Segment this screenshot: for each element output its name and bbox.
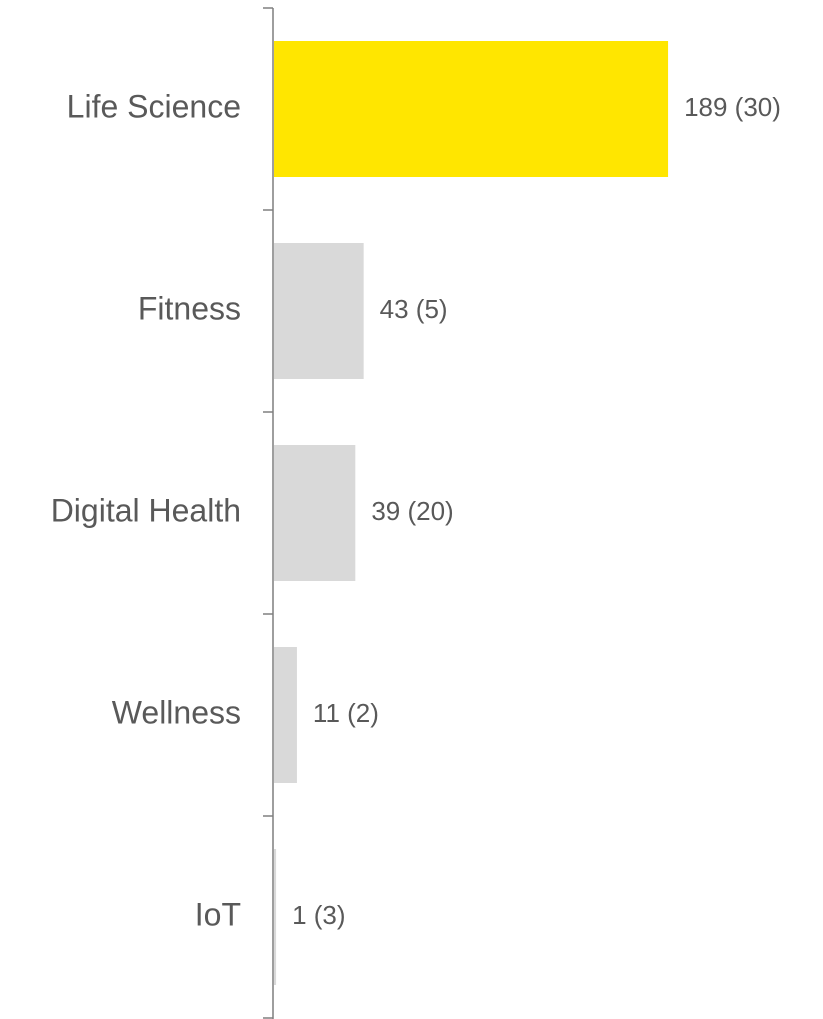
category-label: Life Science xyxy=(67,88,241,124)
value-label: 43 (5) xyxy=(380,294,448,324)
bar xyxy=(274,849,277,985)
bar xyxy=(274,243,364,379)
value-label: 39 (20) xyxy=(371,496,453,526)
category-label: Wellness xyxy=(112,694,241,730)
value-label: 189 (30) xyxy=(684,92,781,122)
value-label: 1 (3) xyxy=(292,900,345,930)
bar xyxy=(274,647,297,783)
category-label: Fitness xyxy=(138,290,241,326)
bar xyxy=(274,41,669,177)
category-label: Digital Health xyxy=(51,492,241,528)
category-label: IoT xyxy=(195,896,241,932)
bar xyxy=(274,445,356,581)
value-label: 11 (2) xyxy=(313,698,379,728)
